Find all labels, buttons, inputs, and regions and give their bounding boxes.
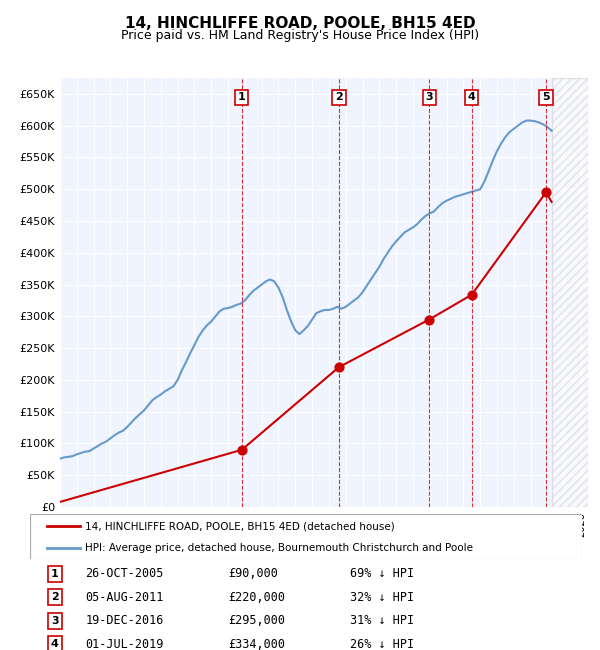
Text: 31% ↓ HPI: 31% ↓ HPI [350, 614, 414, 627]
Text: 14, HINCHLIFFE ROAD, POOLE, BH15 4ED: 14, HINCHLIFFE ROAD, POOLE, BH15 4ED [125, 16, 475, 31]
Text: £220,000: £220,000 [229, 591, 286, 604]
Text: 5: 5 [542, 92, 550, 102]
FancyBboxPatch shape [30, 514, 582, 559]
Point [334, 362, 344, 372]
Text: 3: 3 [51, 616, 59, 626]
Text: £90,000: £90,000 [229, 567, 278, 580]
Bar [551, 78, 588, 507]
Text: £295,000: £295,000 [229, 614, 286, 627]
Text: 4: 4 [51, 639, 59, 649]
Text: 69% ↓ HPI: 69% ↓ HPI [350, 567, 414, 580]
Text: 05-AUG-2011: 05-AUG-2011 [85, 591, 164, 604]
Point [467, 289, 476, 300]
Text: HPI: Average price, detached house, Bournemouth Christchurch and Poole: HPI: Average price, detached house, Bour… [85, 543, 473, 552]
Text: Price paid vs. HM Land Registry's House Price Index (HPI): Price paid vs. HM Land Registry's House … [121, 29, 479, 42]
Text: 14, HINCHLIFFE ROAD, POOLE, BH15 4ED (detached house): 14, HINCHLIFFE ROAD, POOLE, BH15 4ED (de… [85, 521, 395, 531]
Point [237, 445, 247, 455]
Text: 01-JUL-2019: 01-JUL-2019 [85, 638, 164, 650]
Text: 26-OCT-2005: 26-OCT-2005 [85, 567, 164, 580]
Text: 3: 3 [425, 92, 433, 102]
Text: 2: 2 [335, 92, 343, 102]
Point [541, 187, 551, 198]
Text: 19-DEC-2016: 19-DEC-2016 [85, 614, 164, 627]
Text: 26% ↓ HPI: 26% ↓ HPI [350, 638, 414, 650]
Text: 1: 1 [238, 92, 245, 102]
Text: 4: 4 [468, 92, 476, 102]
Text: 32% ↓ HPI: 32% ↓ HPI [350, 591, 414, 604]
Text: £334,000: £334,000 [229, 638, 286, 650]
Point [424, 315, 434, 325]
Text: 2: 2 [51, 592, 59, 603]
Text: 1: 1 [51, 569, 59, 579]
